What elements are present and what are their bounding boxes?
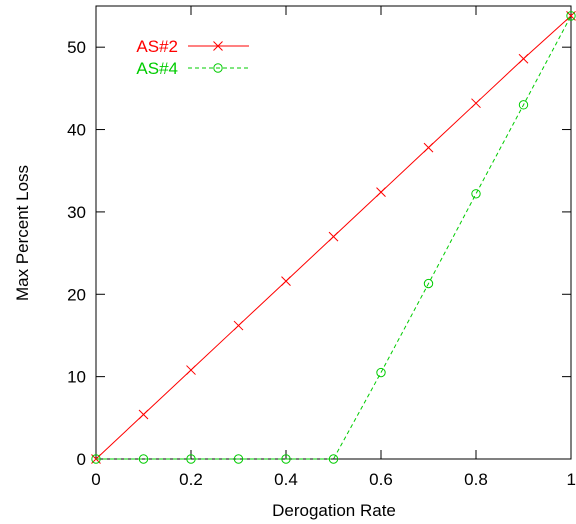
data-point-x-marker — [186, 365, 196, 375]
data-point-circle-marker — [233, 454, 244, 464]
y-tick-label: 20 — [67, 285, 86, 304]
data-point-x-marker — [518, 53, 529, 64]
data-point-x-marker — [233, 320, 244, 331]
legend-label: AS#4 — [136, 59, 178, 78]
data-point-circle-marker — [518, 100, 529, 110]
data-point-x-marker — [213, 41, 223, 51]
y-tick-label: 0 — [77, 450, 86, 469]
x-tick-label: 0 — [91, 470, 100, 489]
y-tick-label: 50 — [67, 38, 86, 57]
plot-border — [95, 5, 572, 460]
data-point-circle-marker — [186, 454, 196, 464]
x-tick-label: 1 — [567, 470, 576, 489]
x-axis-ticks: 0 0.2 0.4 0.6 0.8 1 — [91, 6, 576, 489]
x-tick-label: 0.4 — [274, 470, 298, 489]
legend: AS#2 AS#4 — [136, 37, 249, 78]
data-point-x-marker — [423, 142, 434, 153]
data-point-circle-marker — [423, 278, 434, 289]
series-layer — [91, 11, 576, 464]
y-axis-label: Max Percent Loss — [13, 165, 32, 301]
data-point-x-marker — [376, 187, 386, 197]
legend-label: AS#2 — [136, 37, 178, 56]
data-point-circle-marker — [376, 367, 386, 378]
data-point-x-marker — [471, 98, 481, 109]
x-tick-label: 0.2 — [179, 470, 203, 489]
y-tick-label: 10 — [67, 368, 86, 387]
data-point-circle-marker — [91, 454, 101, 464]
data-point-circle-marker — [138, 454, 149, 464]
series-0 — [91, 11, 576, 464]
plot-frame — [95, 5, 572, 460]
y-axis-ticks: 0 10 20 30 40 50 — [67, 38, 571, 469]
data-point-circle-marker — [566, 11, 576, 21]
series-line — [96, 15, 572, 460]
data-point-circle-marker — [471, 189, 481, 199]
data-point-circle-marker — [328, 454, 339, 464]
data-point-x-marker — [281, 276, 291, 286]
y-tick-label: 40 — [67, 121, 86, 140]
data-point-x-marker — [138, 409, 149, 420]
x-tick-label: 0.6 — [369, 470, 393, 489]
x-tick-label: 0.8 — [464, 470, 488, 489]
x-axis-label: Derogation Rate — [272, 501, 396, 520]
y-tick-label: 30 — [67, 203, 86, 222]
series-1 — [91, 11, 576, 464]
data-point-circle-marker — [213, 63, 223, 73]
series-line — [95, 15, 572, 460]
data-point-circle-marker — [281, 454, 291, 464]
data-point-x-marker — [328, 231, 339, 242]
